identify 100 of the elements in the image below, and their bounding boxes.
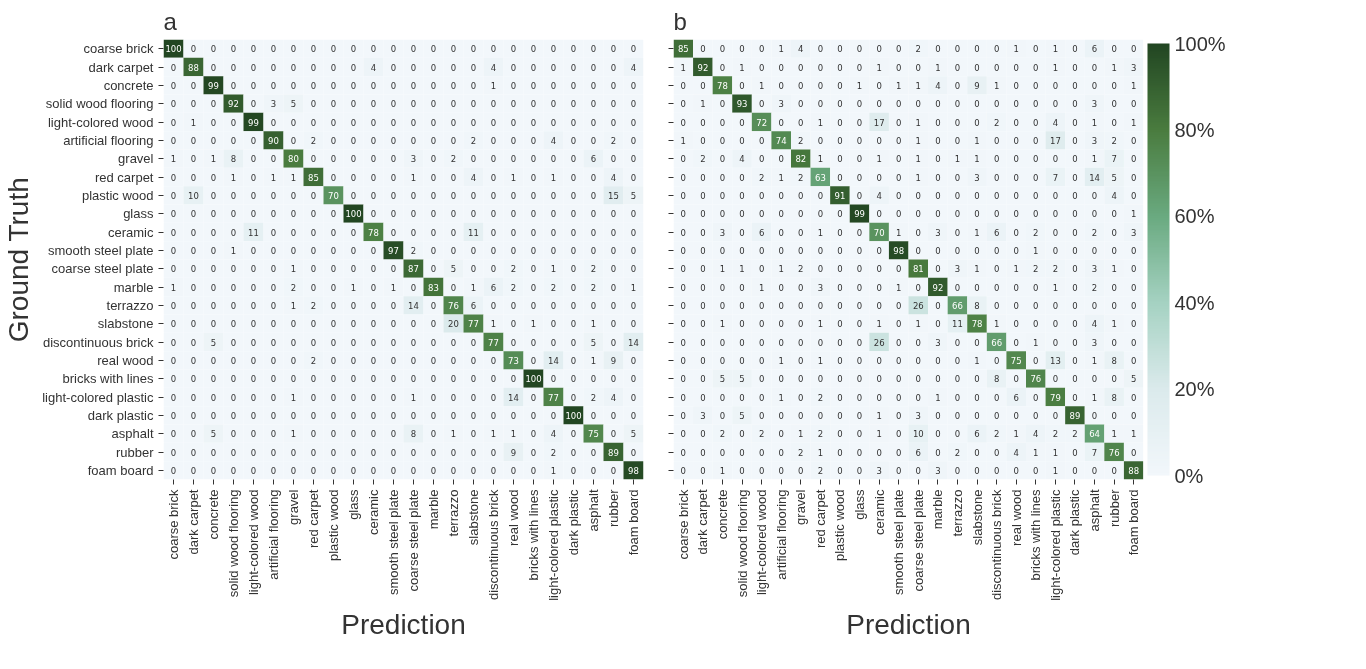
data-label: 1 <box>778 355 784 366</box>
data-label: 0 <box>510 117 517 128</box>
data-label: 0 <box>778 154 784 165</box>
data-label: 1 <box>1013 44 1019 55</box>
data-label: 0 <box>530 447 537 458</box>
data-label: 5 <box>210 337 217 348</box>
x-tick-label: glass <box>852 489 868 520</box>
data-label: 0 <box>510 209 517 220</box>
data-label: 0 <box>856 227 863 238</box>
data-label: 0 <box>856 62 863 73</box>
data-label: 0 <box>798 300 804 311</box>
data-label: 1 <box>739 62 745 73</box>
data-label: 0 <box>817 44 824 55</box>
data-label: 0 <box>719 355 726 366</box>
data-label: 0 <box>778 337 784 348</box>
data-label: 0 <box>935 245 941 256</box>
data-label: 0 <box>290 209 297 220</box>
data-label: 0 <box>510 319 517 330</box>
data-label: 0 <box>1013 300 1019 311</box>
data-label: 0 <box>896 447 902 458</box>
data-label: 0 <box>410 62 417 73</box>
data-label: 1 <box>490 319 497 330</box>
data-label: 0 <box>856 117 863 128</box>
data-label: 0 <box>954 429 961 440</box>
data-label: 2 <box>817 465 824 476</box>
data-label: 0 <box>778 282 784 293</box>
data-label: 0 <box>430 337 437 348</box>
data-label: 0 <box>230 264 237 275</box>
data-label: 0 <box>290 245 297 256</box>
data-label: 0 <box>1091 245 1098 256</box>
data-label: 0 <box>330 465 337 476</box>
data-label: 0 <box>390 80 397 91</box>
data-label: 0 <box>350 245 357 256</box>
data-label: 0 <box>490 392 497 403</box>
data-label: 0 <box>954 227 961 238</box>
data-label: 2 <box>310 300 317 311</box>
data-label: 0 <box>1111 117 1117 128</box>
data-label: 0 <box>290 465 297 476</box>
data-label: 0 <box>310 62 317 73</box>
data-label: 0 <box>680 209 687 220</box>
data-label: 0 <box>1033 190 1039 201</box>
x-tick-label: solid wood flooring <box>226 489 241 598</box>
data-label: 0 <box>490 410 497 421</box>
x-tick-label: ceramic <box>366 489 381 536</box>
data-label: 0 <box>190 319 197 330</box>
data-label: 0 <box>719 410 726 421</box>
data-label: 0 <box>837 227 843 238</box>
y-tick-label: light-colored wood <box>48 114 154 130</box>
data-label: 0 <box>700 319 706 330</box>
data-label: 0 <box>610 227 617 238</box>
data-label: 1 <box>270 172 277 183</box>
data-label: 2 <box>1091 227 1098 238</box>
data-label: 1 <box>1131 209 1137 220</box>
data-label: 0 <box>896 172 902 183</box>
data-label: 10 <box>912 429 924 440</box>
data-label: 0 <box>490 154 497 165</box>
data-label: 0 <box>896 429 902 440</box>
data-label: 99 <box>208 80 219 91</box>
data-label: 1 <box>993 80 1000 91</box>
data-label: 1 <box>290 264 297 275</box>
data-label: 0 <box>856 300 863 311</box>
data-label: 98 <box>628 465 639 476</box>
data-label: 0 <box>190 300 197 311</box>
data-label: 0 <box>896 465 902 476</box>
data-label: 1 <box>915 117 922 128</box>
x-tick-label: discontinuous brick <box>989 489 1005 601</box>
data-label: 0 <box>470 429 477 440</box>
data-label: 0 <box>210 282 217 293</box>
data-label: 0 <box>680 465 687 476</box>
data-label: 0 <box>170 227 177 238</box>
data-label: 0 <box>700 392 706 403</box>
data-label: 1 <box>896 80 902 91</box>
x-tick-label: coarse steel plate <box>406 489 421 592</box>
data-label: 0 <box>210 319 217 330</box>
data-label: 0 <box>1013 190 1019 201</box>
data-label: 0 <box>1052 154 1059 165</box>
data-label: 0 <box>430 410 437 421</box>
data-label: 0 <box>837 44 843 55</box>
data-label: 0 <box>270 392 277 403</box>
data-label: 0 <box>230 319 237 330</box>
data-label: 0 <box>719 282 726 293</box>
data-label: 76 <box>1030 374 1042 385</box>
data-label: 0 <box>610 245 617 256</box>
data-label: 0 <box>1072 190 1078 201</box>
data-label: 0 <box>993 44 1000 55</box>
data-label: 5 <box>630 190 637 201</box>
data-label: 0 <box>450 282 457 293</box>
data-label: 0 <box>610 429 617 440</box>
data-label: 0 <box>390 227 397 238</box>
data-label: 0 <box>856 172 863 183</box>
data-label: 1 <box>1052 447 1059 458</box>
data-label: 0 <box>490 227 497 238</box>
data-label: 0 <box>470 355 477 366</box>
data-label: 0 <box>190 465 197 476</box>
data-label: 0 <box>817 80 824 91</box>
data-label: 0 <box>590 44 597 55</box>
data-label: 0 <box>798 465 804 476</box>
data-label: 0 <box>530 154 537 165</box>
data-label: 2 <box>915 44 922 55</box>
data-label: 0 <box>1013 227 1019 238</box>
